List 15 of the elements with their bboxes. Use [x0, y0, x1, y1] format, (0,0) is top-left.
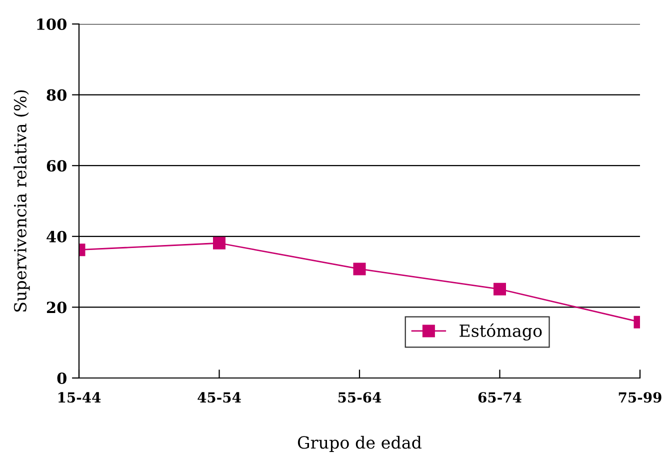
y-tick-label: 60	[46, 160, 66, 172]
y-tick-label: 100	[37, 18, 66, 30]
y-tick-label: 20	[46, 302, 66, 314]
y-axis-title: Supervivencia relativa (%)	[14, 90, 30, 312]
x-tick-label: 55-64	[338, 392, 382, 403]
x-tick-label: 75-99	[618, 392, 662, 403]
x-axis-title: Grupo de edad	[298, 436, 422, 452]
y-tick-label: 40	[46, 230, 66, 242]
point	[353, 262, 366, 276]
x-tick-label: 45-54	[198, 392, 241, 403]
legend-label: Estómago	[460, 323, 542, 340]
y-tick-label: 0	[57, 372, 66, 384]
x-tick-label: 15-44	[58, 392, 101, 403]
x-tick-label: 65-74	[478, 392, 522, 403]
y-tick-label: 80	[46, 89, 66, 101]
